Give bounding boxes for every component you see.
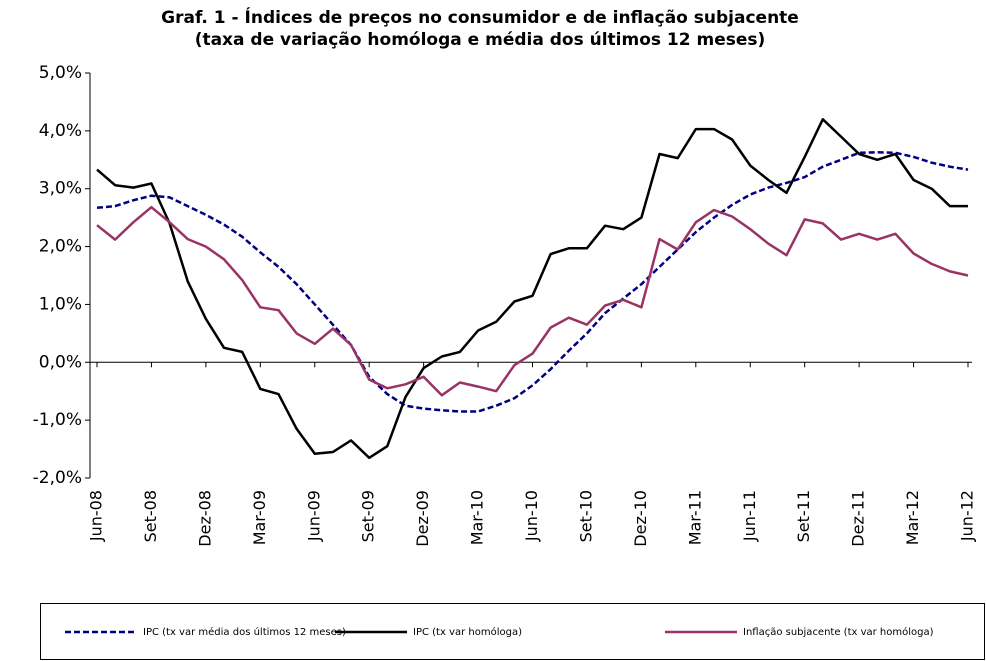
x-tick-label: Jun-11 [740, 490, 759, 542]
y-tick-label: 4,0% [39, 121, 82, 141]
y-tick-label: 2,0% [39, 237, 82, 257]
x-tick-label: Jun-12 [958, 490, 977, 542]
x-tick-label: Dez-10 [631, 490, 650, 547]
x-tick-label: Set-08 [141, 490, 160, 542]
x-tick-label: Set-10 [576, 490, 595, 542]
x-tick-label: Dez-09 [413, 490, 432, 547]
y-tick-label: -2,0% [33, 468, 82, 488]
chart-subtitle: (taxa de variação homóloga e média dos ú… [195, 30, 766, 50]
y-tick-label: 3,0% [39, 179, 82, 199]
x-tick-label: Mar-10 [468, 490, 487, 545]
series-line [96, 118, 968, 460]
legend-label: IPC (tx var média dos últimos 12 meses) [143, 626, 346, 638]
x-tick-label: Set-09 [359, 490, 378, 542]
legend-box [40, 603, 985, 660]
y-tick-label: 5,0% [39, 63, 82, 83]
legend-label: IPC (tx var homóloga) [413, 626, 522, 638]
x-tick-label: Mar-11 [685, 490, 704, 545]
y-tick-label: 0,0% [39, 352, 82, 372]
chart-title: Graf. 1 - Índices de preços no consumido… [161, 6, 799, 28]
y-tick-label: 1,0% [39, 294, 82, 314]
x-tick-label: Jun-09 [304, 490, 323, 542]
series-line [96, 151, 969, 413]
x-tick-label: Set-11 [794, 490, 813, 542]
x-tick-label: Jun-08 [87, 490, 106, 542]
x-tick-label: Dez-11 [849, 490, 868, 547]
y-tick-label: -1,0% [33, 410, 82, 430]
x-tick-label: Jun-10 [522, 490, 541, 542]
x-tick-label: Dez-08 [195, 490, 214, 547]
x-tick-label: Mar-12 [903, 490, 922, 545]
x-tick-label: Mar-09 [250, 490, 269, 545]
series-line [96, 205, 969, 397]
legend-label: Inflação subjacente (tx var homóloga) [743, 626, 934, 638]
